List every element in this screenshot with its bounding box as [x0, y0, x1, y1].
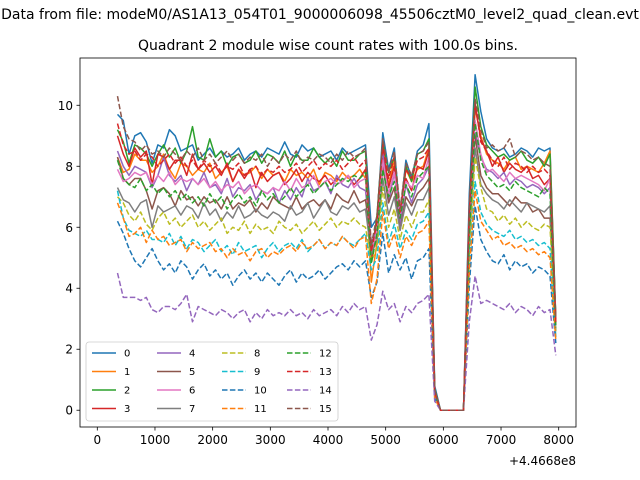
series-line-10 [116, 205, 557, 411]
legend-label-12: 12 [319, 349, 332, 360]
y-tick-label: 6 [65, 221, 73, 235]
legend-label-1: 1 [124, 367, 130, 378]
x-tick-label: 8000 [543, 433, 574, 447]
series-line-11 [116, 189, 557, 411]
series-line-12 [116, 122, 557, 411]
legend-label-13: 13 [319, 367, 332, 378]
legend-label-2: 2 [124, 386, 130, 397]
series-line-13 [116, 101, 557, 411]
y-tick-label: 0 [65, 404, 73, 418]
y-axis: 0 2 4 6 8 10 [58, 99, 80, 418]
legend-label-8: 8 [254, 349, 260, 360]
x-tick-label: 2000 [197, 433, 228, 447]
x-tick-label: 3000 [255, 433, 286, 447]
y-tick-label: 2 [65, 343, 73, 357]
legend-label-10: 10 [254, 386, 267, 397]
x-tick-label: 0 [93, 433, 101, 447]
series-line-15 [116, 95, 557, 411]
legend-label-14: 14 [319, 386, 332, 397]
legend-frame [85, 341, 339, 422]
y-tick-label: 8 [65, 160, 73, 174]
y-tick-label: 4 [65, 282, 73, 296]
series-line-2 [116, 86, 557, 411]
x-tick-label: 7000 [486, 433, 517, 447]
series-line-8 [116, 156, 557, 411]
series-line-5 [116, 135, 557, 411]
legend-label-3: 3 [124, 404, 130, 415]
legend-label-7: 7 [189, 404, 195, 415]
legend-label-9: 9 [254, 367, 260, 378]
legend-label-5: 5 [189, 367, 195, 378]
legend-label-0: 0 [124, 349, 130, 360]
legend-label-11: 11 [254, 404, 267, 415]
series-line-14 [116, 272, 557, 411]
y-tick-label: 10 [58, 99, 73, 113]
x-axis: 0 1000 2000 3000 4000 5000 6000 7000 8000 [93, 427, 574, 447]
x-tick-label: 6000 [428, 433, 459, 447]
legend-label-4: 4 [189, 349, 195, 360]
legend-label-6: 6 [189, 386, 195, 397]
x-tick-label: 1000 [140, 433, 171, 447]
legend-label-15: 15 [319, 404, 332, 415]
x-tick-label: 4000 [313, 433, 344, 447]
chart-title: Quadrant 2 module wise count rates with … [138, 38, 518, 54]
x-tick-label: 5000 [370, 433, 401, 447]
figure-suptitle: Data from file: modeM0/AS1A13_054T01_900… [1, 7, 639, 23]
plot-area [79, 57, 577, 428]
series-line-7 [116, 147, 557, 411]
x-offset-label: +4.4668e8 [509, 454, 576, 468]
